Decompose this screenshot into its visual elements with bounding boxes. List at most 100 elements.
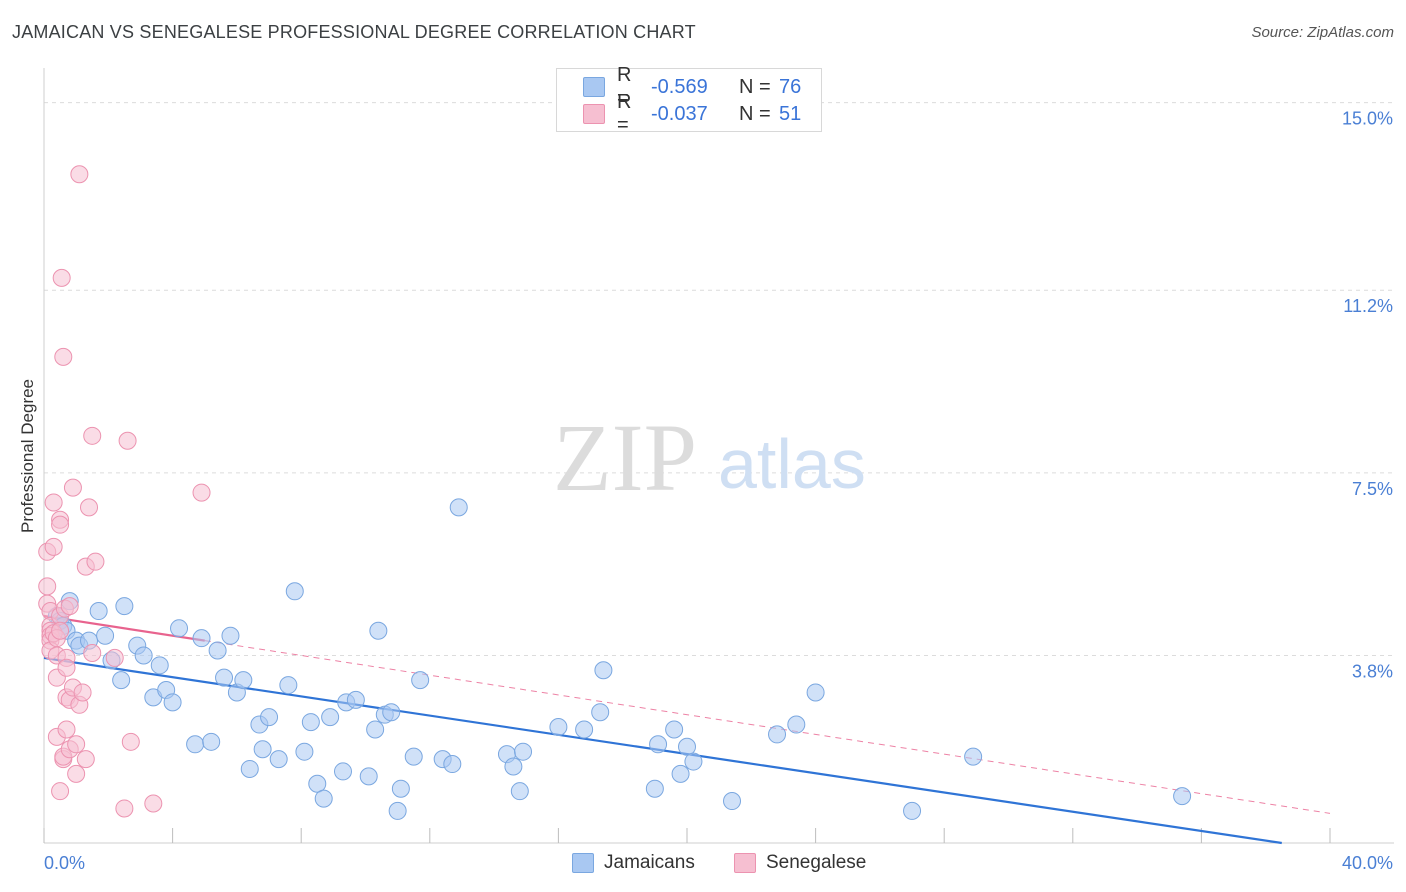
r-label: R = bbox=[617, 91, 632, 136]
jamaicans-point bbox=[115, 597, 134, 616]
senegalese-point bbox=[38, 577, 57, 596]
senegalese-point bbox=[44, 537, 63, 556]
jamaicans-point bbox=[787, 715, 806, 734]
jamaicans-point bbox=[301, 713, 320, 732]
senegalese-point bbox=[67, 764, 86, 783]
senegalese-point bbox=[144, 794, 163, 813]
senegalese-point bbox=[192, 483, 211, 502]
jamaicans-point bbox=[443, 755, 462, 774]
r-label: R = bbox=[617, 64, 632, 109]
jamaicans-point bbox=[346, 690, 365, 709]
y-tick-label: 7.5% bbox=[1352, 479, 1393, 499]
legend-swatch-blue bbox=[583, 77, 605, 97]
jamaicans-point bbox=[391, 779, 410, 798]
senegalese-point bbox=[63, 478, 82, 497]
legend-label: Senegalese bbox=[766, 852, 867, 873]
chart-title: JAMAICAN VS SENEGALESE PROFESSIONAL DEGR… bbox=[12, 22, 696, 42]
jamaicans-point bbox=[649, 735, 668, 754]
n-value: 51 bbox=[779, 102, 802, 125]
jamaicans-point bbox=[208, 641, 227, 660]
legend-swatch-pink bbox=[583, 104, 605, 124]
jamaicans-point bbox=[260, 708, 279, 727]
legend-swatch-blue bbox=[572, 853, 594, 873]
jamaicans-point bbox=[411, 671, 430, 690]
series-legend-jamaicans[interactable]: Jamaicans bbox=[572, 852, 695, 874]
senegalese-point bbox=[121, 732, 140, 751]
senegalese-point bbox=[51, 621, 70, 640]
senegalese-point bbox=[105, 648, 124, 667]
senegalese-point bbox=[52, 268, 71, 287]
x-tick-label: 40.0% bbox=[1342, 853, 1393, 873]
jamaicans-point bbox=[671, 764, 690, 783]
jamaicans-point bbox=[723, 792, 742, 811]
senegalese-trendline-extension bbox=[204, 640, 1331, 814]
jamaicans-point bbox=[684, 752, 703, 771]
n-label: N = bbox=[739, 75, 771, 98]
source-credit: Source: ZipAtlas.com bbox=[1251, 24, 1394, 41]
jamaicans-point bbox=[359, 767, 378, 786]
jamaicans-point bbox=[269, 750, 288, 769]
senegalese-point bbox=[57, 720, 76, 739]
jamaicans-point bbox=[295, 742, 314, 761]
jamaicans-point bbox=[234, 671, 253, 690]
jamaicans-point bbox=[333, 762, 352, 781]
y-tick-label: 3.8% bbox=[1352, 661, 1393, 681]
jamaicans-point bbox=[96, 626, 115, 645]
watermark: ZIP atlas bbox=[553, 404, 866, 511]
jamaicans-point bbox=[645, 779, 664, 798]
senegalese-point bbox=[54, 347, 73, 366]
jamaicans-point bbox=[112, 671, 131, 690]
senegalese-point bbox=[86, 552, 105, 571]
r-value: -0.037 bbox=[651, 102, 708, 125]
jamaicans-point bbox=[665, 720, 684, 739]
jamaicans-point bbox=[404, 747, 423, 766]
jamaicans-point bbox=[163, 693, 182, 712]
jamaicans-point bbox=[202, 732, 221, 751]
jamaicans-point bbox=[285, 582, 304, 601]
jamaicans-point bbox=[314, 789, 333, 808]
jamaicans-point bbox=[221, 626, 240, 645]
n-value: 76 bbox=[779, 75, 802, 98]
jamaicans-point bbox=[366, 720, 385, 739]
jamaicans-point bbox=[449, 498, 468, 517]
senegalese-point bbox=[83, 426, 102, 445]
trend-layer bbox=[43, 614, 1331, 845]
jamaicans-point bbox=[240, 759, 259, 778]
jamaicans-point bbox=[382, 703, 401, 722]
senegalese-point bbox=[118, 431, 137, 450]
x-tick-label: 0.0% bbox=[44, 853, 85, 873]
senegalese-point bbox=[60, 597, 79, 616]
watermark-zip: ZIP bbox=[553, 404, 697, 511]
jamaicans-point bbox=[253, 740, 272, 759]
jamaicans-point bbox=[369, 621, 388, 640]
points-layer bbox=[38, 165, 1192, 820]
jamaicans-point bbox=[768, 725, 787, 744]
stats-legend: R = -0.569 N = 76 R = -0.037 N = 51 bbox=[556, 64, 822, 136]
series-legend-senegalese[interactable]: Senegalese bbox=[734, 852, 866, 874]
senegalese-point bbox=[44, 493, 63, 512]
jamaicans-point bbox=[903, 801, 922, 820]
jamaicans-point bbox=[678, 737, 696, 756]
jamaicans-point bbox=[1173, 787, 1192, 806]
senegalese-point bbox=[51, 782, 70, 801]
senegalese-point bbox=[67, 735, 86, 754]
jamaicans-point bbox=[514, 742, 533, 761]
y-tick-label: 11.2% bbox=[1343, 296, 1393, 316]
senegalese-point bbox=[80, 498, 99, 517]
jamaicans-point bbox=[964, 747, 983, 766]
senegalese-point bbox=[73, 683, 92, 702]
jamaicans-point bbox=[591, 703, 610, 722]
jamaicans-point bbox=[186, 735, 205, 754]
senegalese-point bbox=[57, 658, 76, 677]
senegalese-point bbox=[76, 750, 95, 769]
jamaicans-point bbox=[806, 683, 825, 702]
jamaicans-point bbox=[549, 718, 568, 737]
legend-row-senegalese: R = -0.037 N = 51 bbox=[583, 91, 802, 136]
jamaicans-point bbox=[89, 602, 108, 621]
y-tick-label: 15.0% bbox=[1342, 109, 1393, 129]
jamaicans-point bbox=[192, 629, 211, 648]
jamaicans-point bbox=[308, 774, 327, 793]
jamaicans-point bbox=[279, 676, 298, 695]
jamaicans-point bbox=[594, 661, 613, 680]
